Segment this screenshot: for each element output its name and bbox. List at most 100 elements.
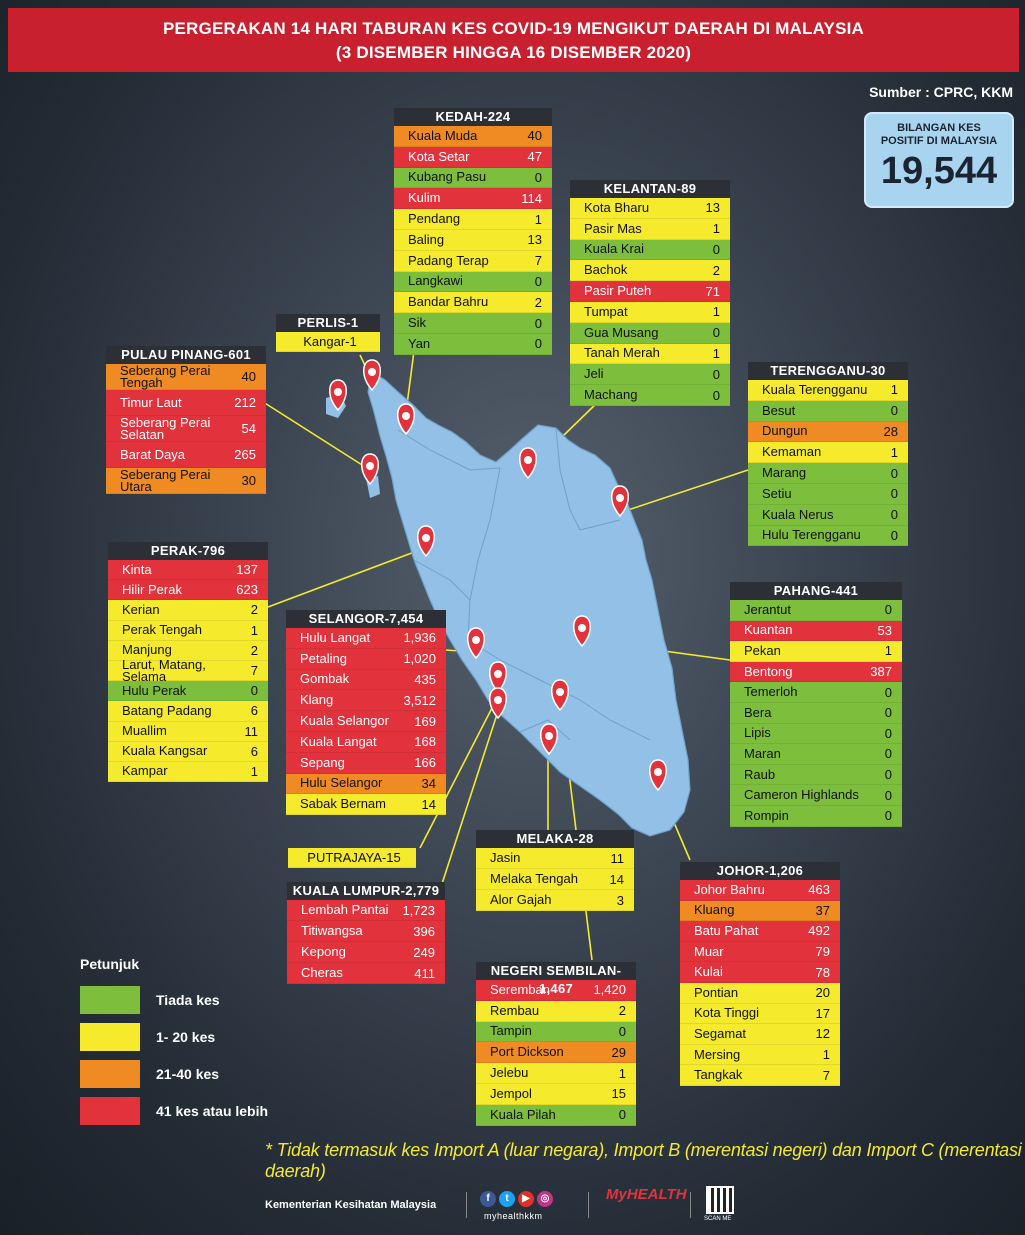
district-row: Baling 13 [394, 229, 552, 251]
state-table-terengganu: TERENGGANU-30 Kuala Terengganu 1 Besut 0 Dung… [748, 362, 908, 547]
district-row: Gua Musang 0 [570, 322, 730, 344]
district-cases: 0 [884, 787, 892, 803]
legend-swatch [80, 986, 140, 1014]
district-name: Kampar [122, 763, 168, 779]
district-cases: 0 [884, 684, 892, 700]
district-cases: 78 [815, 964, 830, 980]
district-cases: 168 [414, 734, 436, 750]
district-cases: 265 [234, 447, 256, 462]
district-cases: 13 [527, 232, 542, 248]
district-cases: 1 [890, 444, 898, 460]
district-name: Bentong [744, 663, 793, 679]
divider [588, 1192, 589, 1218]
district-name: Batu Pahat [694, 922, 759, 938]
title-line-1: PERGERAKAN 14 HARI TABURAN KES COVID-19 … [162, 19, 865, 38]
district-row: Batu Pahat 492 [680, 921, 840, 942]
district-name: Pasir Puteh [584, 283, 652, 299]
district-cases: 0 [884, 705, 892, 721]
title-banner: PERGERAKAN 14 HARI TABURAN KES COVID-19 … [8, 8, 1019, 72]
district-row: Cheras 411 [287, 963, 445, 984]
district-cases: 0 [890, 527, 898, 543]
district-cases: 463 [808, 882, 830, 898]
district-name: Kangar-1 [303, 333, 357, 349]
district-name: Kepong [301, 944, 346, 959]
district-name: Mersing [694, 1046, 741, 1062]
state-title: KELANTAN-89 [570, 180, 730, 198]
district-cases: 40 [241, 369, 256, 384]
district-cases: 0 [890, 403, 898, 419]
district-name: Pendang [408, 211, 461, 227]
district-cases: 17 [815, 1005, 830, 1021]
district-row: Kuala Krai 0 [570, 239, 730, 261]
district-name: Kota Setar [408, 148, 470, 164]
district-name: Pekan [744, 642, 781, 658]
district-name: Tumpat [584, 303, 628, 319]
district-cases: 2 [250, 642, 258, 658]
district-name: Bachok [584, 262, 628, 278]
district-row: Pasir Mas 1 [570, 218, 730, 240]
district-name: Sabak Bernam [300, 796, 386, 812]
district-cases: 37 [815, 902, 830, 918]
district-cases: 54 [241, 421, 256, 436]
district-cases: 13 [705, 200, 720, 216]
district-name: Larut, Matang, Selama [122, 656, 206, 684]
district-row: Sabak Bernam 14 [286, 794, 446, 816]
district-cases: 1,020 [403, 651, 436, 667]
district-row: Kinta 137 [108, 560, 268, 581]
district-cases: 0 [884, 725, 892, 741]
legend-item-high: 41 kes atau lebih [80, 1097, 268, 1125]
state-table-pinang: PULAU PINANG-601 Seberang Perai Tengah 40 T… [106, 346, 266, 494]
divider [466, 1192, 467, 1218]
district-name: Jasin [490, 850, 521, 865]
district-row: Bentong 387 [730, 661, 902, 683]
district-row: Besut 0 [748, 400, 908, 422]
district-row: Temerloh 0 [730, 682, 902, 703]
district-row: Seberang Perai Tengah 40 [106, 364, 266, 390]
state-table-kedah: KEDAH-224 Kuala Muda 40 Kota Setar 47 Kubang … [394, 108, 552, 355]
state-title: JOHOR-1,206 [680, 862, 840, 880]
district-row: Segamat 12 [680, 1024, 840, 1045]
district-row: Tampin 0 [476, 1021, 636, 1043]
district-name: Temerloh [744, 684, 798, 700]
district-name: Muar [694, 943, 724, 959]
state-title: KEDAH-224 [394, 108, 552, 126]
youtube-icon[interactable]: ▶ [518, 1191, 534, 1207]
district-cases: 28 [883, 423, 898, 439]
district-name: Timur Laut [120, 394, 182, 410]
district-cases: 396 [413, 923, 435, 939]
district-name: Lembah Pantai [301, 902, 389, 917]
district-name: Kulim [408, 190, 441, 206]
district-row: Kampar 1 [108, 761, 268, 783]
twitter-icon[interactable]: t [499, 1191, 515, 1207]
district-row: Jelebu 1 [476, 1063, 636, 1084]
district-cases: 3 [616, 892, 624, 908]
legend-label: 1- 20 kes [156, 1029, 216, 1045]
district-name: Kota Bharu [584, 199, 650, 215]
district-name: Cameron Highlands [744, 787, 859, 803]
facebook-icon[interactable]: f [480, 1191, 496, 1207]
district-cases: 14 [609, 871, 624, 887]
district-row: Perak Tengah 1 [108, 620, 268, 641]
total-cases-label-2: POSITIF DI MALAYSIA [880, 135, 998, 147]
district-cases: 114 [521, 190, 542, 206]
district-name: Tampin [490, 1023, 532, 1039]
district-cases: 1,420 [593, 982, 626, 998]
total-cases-value: 19,544 [880, 150, 998, 192]
district-cases: 2 [534, 294, 542, 310]
district-row: Sik 0 [394, 313, 552, 334]
district-row: Bera 0 [730, 702, 902, 724]
district-row: Rompin 0 [730, 805, 902, 827]
state-title: KUALA LUMPUR-2,779 [287, 882, 445, 900]
legend-title: Petunjuk [80, 956, 140, 972]
district-row: Kota Tinggi 17 [680, 1003, 840, 1025]
qr-code-icon[interactable] [706, 1186, 734, 1214]
district-cases: 0 [534, 315, 542, 331]
legend-item-tiada: Tiada kes [80, 986, 268, 1014]
instagram-icon[interactable]: ◎ [537, 1191, 553, 1207]
social-icons: f t ▶ ◎ [480, 1191, 553, 1207]
district-name: Kuala Langat [300, 733, 377, 749]
district-name: Hulu Perak [122, 682, 187, 698]
district-name: Kuantan [744, 622, 793, 638]
district-row: Gombak 435 [286, 669, 446, 691]
district-name: Hulu Selangor [300, 775, 383, 791]
